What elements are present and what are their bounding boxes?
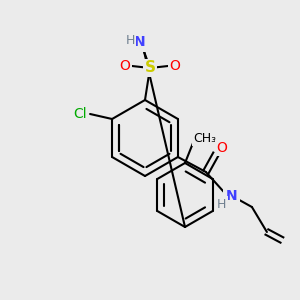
- Text: H: H: [125, 34, 135, 46]
- Text: Cl: Cl: [73, 107, 87, 121]
- Text: N: N: [134, 35, 146, 49]
- Text: O: O: [217, 141, 227, 155]
- Text: H: H: [217, 197, 226, 211]
- Text: S: S: [145, 61, 155, 76]
- Text: N: N: [226, 189, 238, 203]
- Text: O: O: [120, 59, 130, 73]
- Text: O: O: [169, 59, 180, 73]
- Text: CH₃: CH₃: [194, 131, 217, 145]
